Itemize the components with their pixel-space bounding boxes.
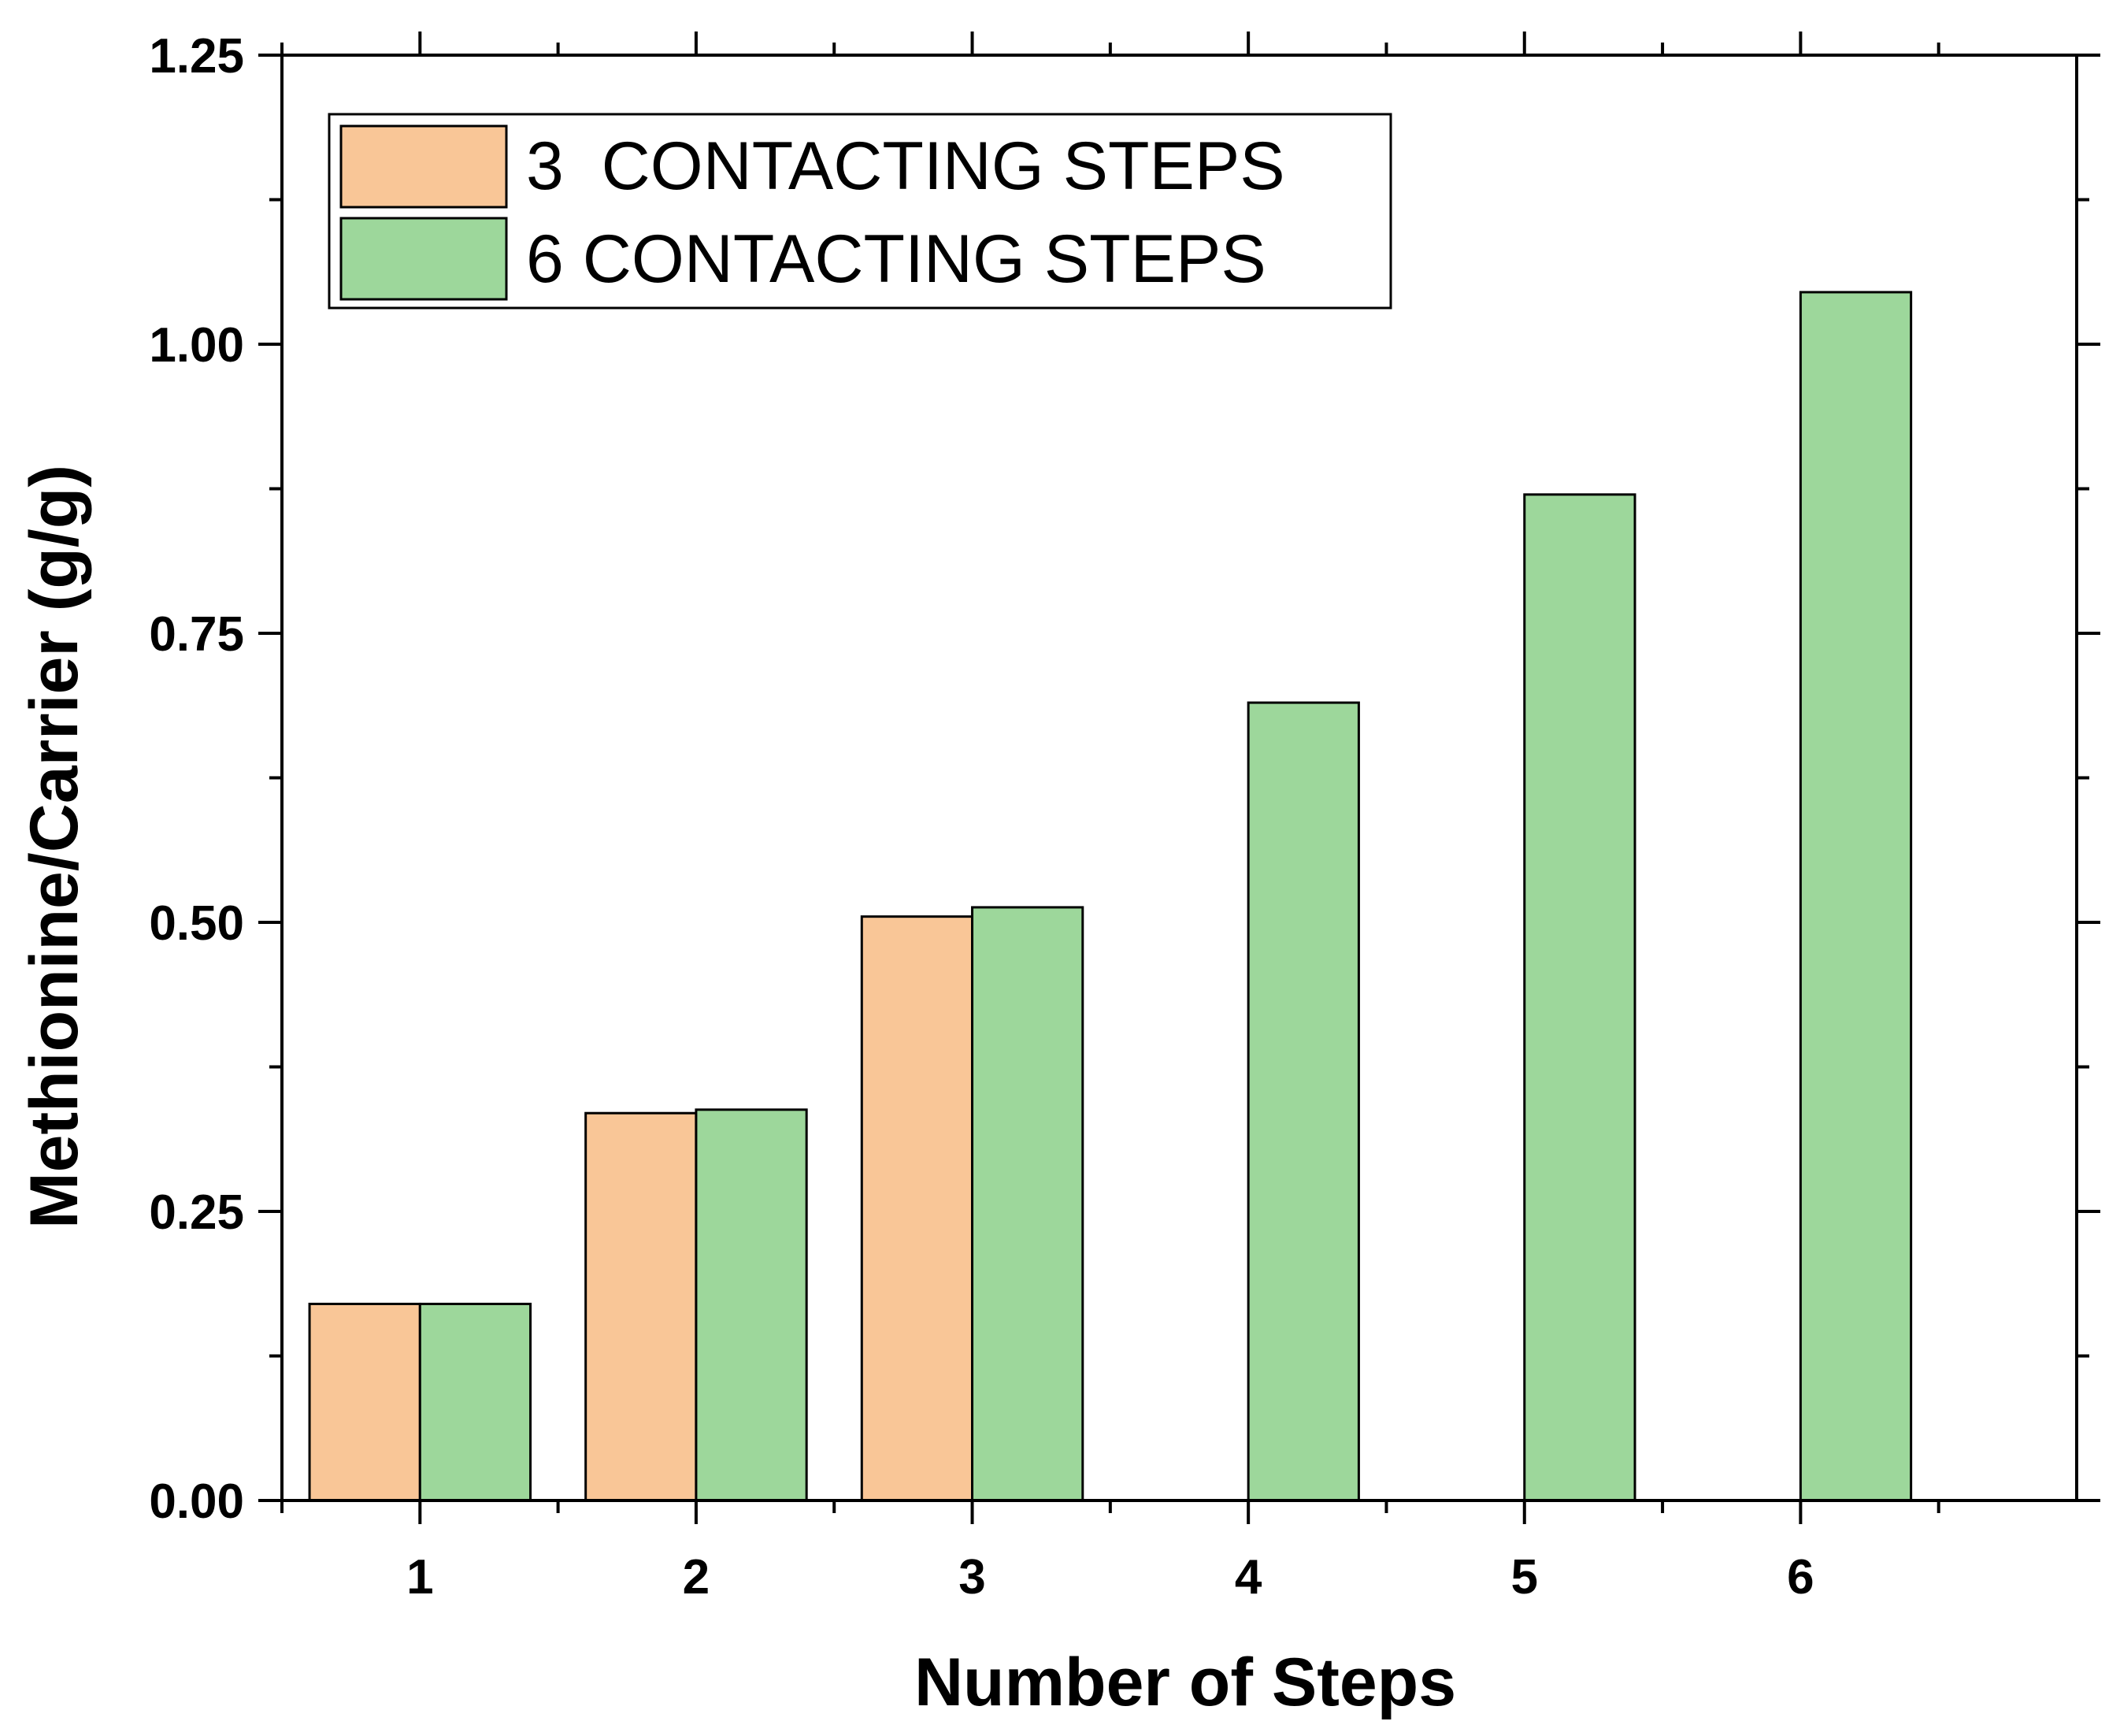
x-tick-label: 3 xyxy=(958,1550,985,1604)
x-tick-label: 2 xyxy=(683,1550,710,1604)
legend-swatch-3-steps xyxy=(339,124,508,209)
axes-layer xyxy=(258,32,2100,1524)
bar-series2-step2 xyxy=(695,1108,808,1502)
x-tick-label: 4 xyxy=(1235,1550,1262,1604)
y-axis-title: Methionine/Carrier (g/g) xyxy=(17,465,92,1229)
y-tick-label: 1.00 xyxy=(149,318,244,373)
legend-swatch-6-steps xyxy=(339,217,508,301)
bar-series2-step3 xyxy=(971,906,1084,1502)
bar-series2-step4 xyxy=(1247,701,1360,1502)
bar-series1-step1 xyxy=(308,1302,421,1502)
bar-series2-step1 xyxy=(418,1302,532,1502)
y-tick-label: 0.00 xyxy=(149,1474,244,1529)
x-tick-label: 5 xyxy=(1511,1550,1538,1604)
bar-series2-step5 xyxy=(1523,493,1636,1502)
bar-series1-step2 xyxy=(584,1111,698,1502)
y-tick-label: 1.25 xyxy=(149,29,244,83)
legend-label-6-steps: 6 CONTACTING STEPS xyxy=(526,221,1266,297)
y-tick-label: 0.75 xyxy=(149,607,244,662)
legend-label-3-steps: 3 CONTACTING STEPS xyxy=(526,128,1285,204)
bar-series1-step3 xyxy=(860,915,974,1502)
tick-labels-layer: 0.00 0.25 0.50 0.75 1.00 1.25 1 2 3 4 5 6 xyxy=(149,29,1814,1604)
bars-layer xyxy=(308,291,1913,1502)
x-tick-label: 1 xyxy=(406,1550,433,1604)
bar-series2-step6 xyxy=(1799,291,1913,1502)
x-tick-label: 6 xyxy=(1787,1550,1814,1604)
x-axis-title: Number of Steps xyxy=(914,1645,1456,1720)
y-tick-label: 0.50 xyxy=(149,896,244,951)
legend: 3 CONTACTING STEPS 6 CONTACTING STEPS xyxy=(328,113,1392,310)
y-tick-label: 0.25 xyxy=(149,1185,244,1240)
